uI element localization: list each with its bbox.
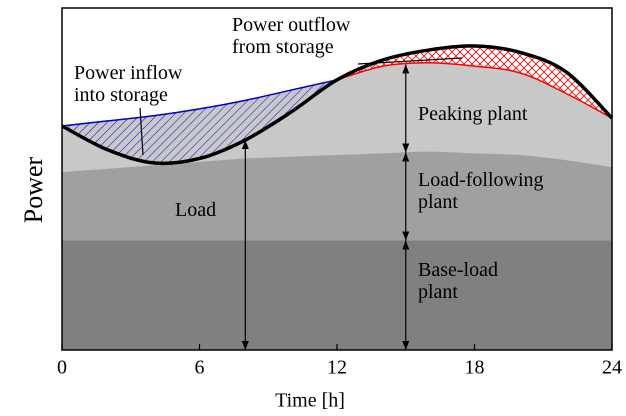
load-line (61, 44, 614, 166)
segment-label: Load-following plant (418, 169, 544, 213)
arrowhead (402, 231, 410, 241)
outflow-edge (336, 61, 613, 119)
arrowhead (402, 341, 410, 350)
segment-label: Peaking plant (418, 103, 528, 125)
storage-hatch (337, 45, 612, 119)
pointer (139, 107, 144, 156)
arrowhead (402, 152, 410, 162)
load-label: Load (175, 199, 217, 221)
x-axis-label: Time [h] (275, 390, 345, 412)
area (62, 240, 612, 350)
x-tick-label: 6 (195, 357, 205, 379)
arrowhead (241, 140, 249, 150)
segment-label: Base-load plant (418, 259, 498, 303)
inflow-label: Power inflow into storage (74, 62, 183, 106)
arrowhead (402, 143, 410, 153)
arrowhead (402, 64, 410, 74)
x-tick-label: 12 (327, 357, 347, 379)
storage-hatch (62, 79, 337, 164)
x-tick-label: 18 (465, 357, 485, 379)
x-tick-label: 0 (57, 357, 67, 379)
arrowhead (241, 341, 249, 350)
y-axis-label: Power (19, 156, 48, 223)
inflow-edge (61, 79, 338, 127)
outflow-label: Power outflow from storage (232, 14, 351, 58)
x-tick-label: 24 (602, 357, 622, 379)
arrowhead (402, 240, 410, 250)
pointer (357, 57, 463, 65)
